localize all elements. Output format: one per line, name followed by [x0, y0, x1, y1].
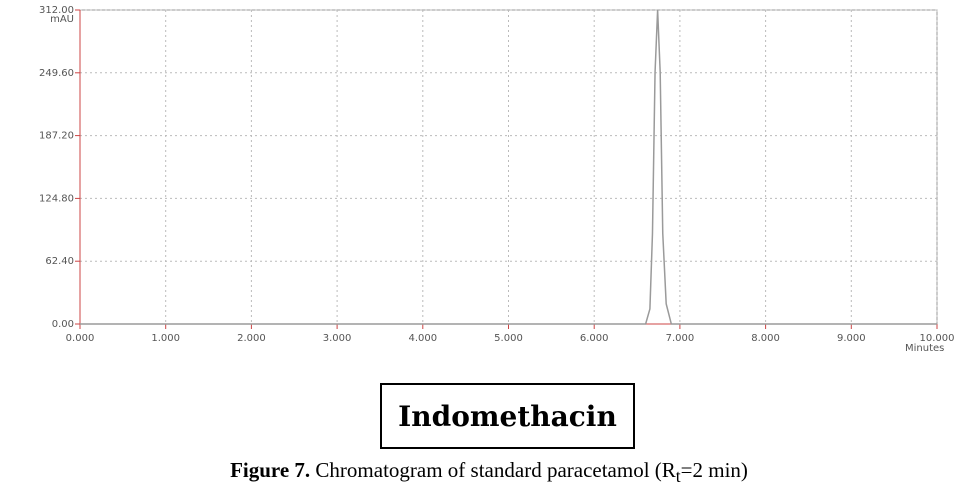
x-tick-label: 10.000	[920, 333, 955, 344]
y-axis-label: mAU	[50, 14, 74, 25]
caption-text-end: =2 min)	[680, 458, 748, 482]
x-tick-label: 0.000	[66, 333, 95, 344]
y-tick-label: 312.00	[39, 5, 74, 16]
x-axis-label: Minutes	[905, 343, 944, 354]
caption-label: Figure 7.	[230, 458, 311, 482]
caption-sub: t	[675, 466, 681, 487]
x-tick-label: 9.000	[837, 333, 866, 344]
x-tick-label: 5.000	[494, 333, 523, 344]
legend-box: Indomethacin	[380, 383, 635, 449]
x-tick-label: 3.000	[323, 333, 352, 344]
x-tick-label: 6.000	[580, 333, 609, 344]
y-tick-label: 249.60	[39, 68, 74, 79]
x-tick-label: 1.000	[151, 333, 180, 344]
y-tick-label: 124.80	[39, 193, 74, 204]
x-tick-label: 2.000	[237, 333, 266, 344]
x-tick-label: 7.000	[666, 333, 695, 344]
trace	[80, 9, 937, 325]
caption: Figure 7. Chromatogram of standard parac…	[0, 458, 978, 487]
caption-text: Chromatogram of standard paracetamol (R	[315, 458, 676, 482]
chart: mAU Minutes 0.00 62.40 124.80 187.20 249.60 3…	[39, 5, 955, 354]
y-tick-label: 62.40	[45, 256, 74, 267]
x-tick-label: 8.000	[751, 333, 780, 344]
y-tick-label: 0.00	[52, 319, 74, 330]
x-tick-label: 4.000	[408, 333, 437, 344]
y-tick-label: 187.20	[39, 131, 74, 142]
